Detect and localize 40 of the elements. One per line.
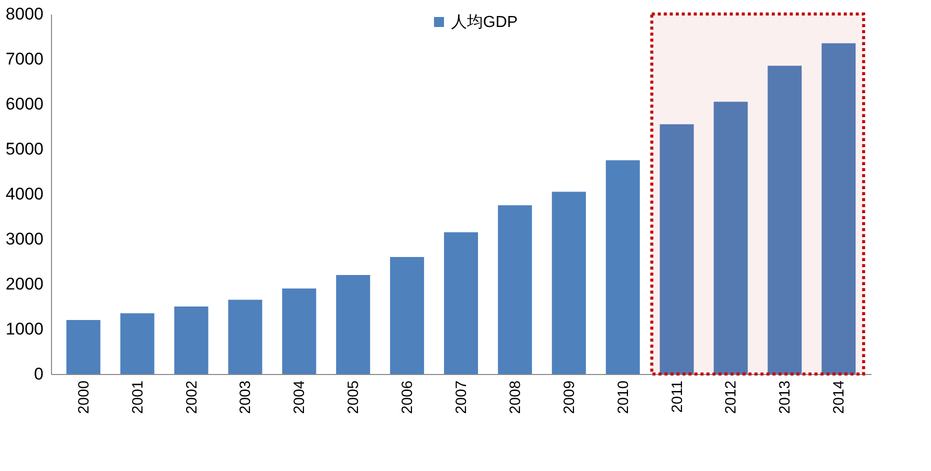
x-tick-label: 2008 [506,380,524,414]
bar [552,192,586,374]
x-tick-label: 2014 [830,380,848,414]
y-tick-label: 5000 [6,140,44,158]
x-tick-label: 2004 [291,380,308,414]
x-tick-label: 2001 [129,380,146,414]
bar [120,313,154,374]
x-tick-label: 2010 [614,380,632,414]
bar [822,43,856,374]
x-tick-label: 2012 [722,380,740,414]
bar [768,66,802,374]
y-tick-label: 6000 [6,94,44,114]
bar [66,320,100,374]
bar [282,288,316,374]
x-tick-label: 2013 [776,380,794,414]
y-tick-label: 2000 [6,274,44,294]
x-tick-label: 2002 [183,380,200,414]
x-tick-label: 2006 [399,380,416,414]
y-tick-label: 4000 [6,184,44,204]
y-tick-label: 7000 [6,50,44,68]
bar [390,257,424,374]
bar [336,275,370,374]
bar [660,124,694,374]
x-tick-label: 2007 [453,380,470,414]
bar [228,300,262,374]
bar [444,232,478,374]
y-tick-label: 0 [34,364,44,384]
bar [498,205,532,374]
bar [606,160,640,374]
x-tick-label: 2005 [345,380,362,414]
bar [174,306,208,374]
y-tick-label: 1000 [6,320,44,338]
bar [714,102,748,374]
x-tick-label: 2009 [560,380,578,414]
x-tick-label: 2011 [668,380,686,413]
legend-label: 人均GDP [451,14,518,31]
x-tick-label: 2000 [75,380,92,414]
y-tick-label: 8000 [6,4,44,24]
x-tick-label: 2003 [237,380,254,414]
y-tick-label: 3000 [6,230,44,248]
